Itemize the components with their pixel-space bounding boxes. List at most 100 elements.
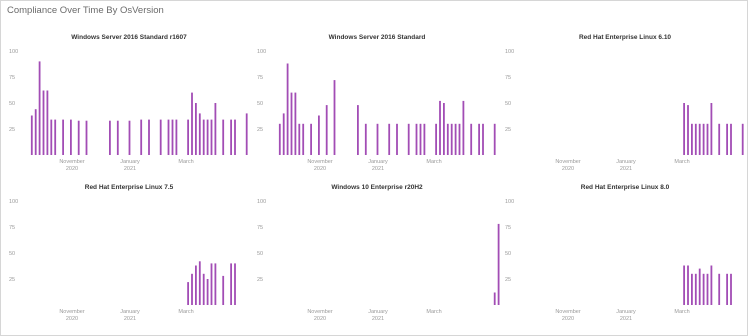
- chart-title: Red Hat Enterprise Linux 8.0: [581, 184, 670, 191]
- bar: [683, 103, 685, 155]
- bar: [109, 120, 111, 155]
- bar: [318, 115, 320, 155]
- bar: [195, 103, 197, 155]
- bar: [493, 123, 496, 155]
- bar: [718, 273, 721, 305]
- bar: [443, 103, 445, 155]
- bar: [234, 263, 236, 305]
- x-tick-label: January: [616, 159, 636, 165]
- y-tick-label: 75: [9, 225, 15, 231]
- chart-2: Red Hat Enterprise Linux 6.10 100 75 50 25 No…: [501, 27, 748, 179]
- bar: [198, 261, 201, 305]
- x-tick-label-year: 2020: [66, 316, 78, 322]
- y-tick-label: 50: [505, 101, 511, 107]
- y-tick-label: 50: [9, 101, 15, 107]
- x-tick-label: January: [616, 309, 636, 315]
- chart-title: Red Hat Enterprise Linux 7.5: [85, 184, 174, 191]
- bar: [50, 119, 53, 155]
- x-tick-label: March: [426, 159, 441, 165]
- x-tick-label-year: 2021: [124, 316, 136, 322]
- x-tick-label: January: [368, 309, 388, 315]
- chart-title: Windows Server 2016 Standard r1607: [71, 34, 187, 41]
- bar: [286, 63, 289, 155]
- bar: [85, 120, 88, 155]
- bar: [298, 123, 301, 155]
- bar: [454, 123, 457, 155]
- bar: [46, 90, 49, 155]
- bar: [446, 123, 449, 155]
- bar: [116, 120, 119, 155]
- y-tick-label: 50: [257, 101, 263, 107]
- x-tick-label: November: [555, 159, 581, 165]
- bar: [683, 265, 685, 305]
- bar: [234, 119, 236, 155]
- bar: [423, 123, 426, 155]
- bar: [730, 273, 732, 305]
- bar: [333, 80, 336, 155]
- bar: [741, 123, 744, 155]
- x-tick-label: November: [59, 159, 85, 165]
- bar: [462, 100, 465, 155]
- bar: [415, 123, 418, 155]
- bar: [470, 123, 473, 155]
- bar: [710, 103, 713, 155]
- bar: [450, 123, 453, 155]
- y-tick-label: 75: [505, 225, 511, 231]
- x-tick-label-year: 2021: [124, 166, 136, 172]
- bar: [210, 119, 213, 155]
- y-tick-label: 75: [257, 225, 263, 231]
- x-tick-label: January: [368, 159, 388, 165]
- chart-3-svg: Red Hat Enterprise Linux 7.5 100 75 50 25 Nov…: [9, 184, 236, 322]
- bar: [698, 123, 701, 155]
- bar: [497, 223, 500, 305]
- bar: [195, 265, 197, 305]
- y-tick-label: 50: [257, 251, 263, 257]
- chart-2-svg: Red Hat Enterprise Linux 6.10 100 75 50 25 No…: [505, 34, 744, 172]
- y-tick-label: 50: [9, 251, 15, 257]
- bar: [325, 105, 328, 155]
- x-tick-label-year: 2020: [314, 316, 326, 322]
- bar: [148, 119, 150, 155]
- bar: [202, 119, 205, 155]
- x-tick-label: November: [307, 159, 333, 165]
- bar: [730, 123, 732, 155]
- bar: [396, 123, 398, 155]
- bar: [278, 123, 281, 155]
- panel-title: Compliance Over Time By OsVersion: [7, 5, 164, 16]
- bar: [698, 268, 701, 305]
- x-tick-label: March: [178, 309, 193, 315]
- bar: [167, 119, 170, 155]
- x-tick-label-year: 2020: [562, 316, 574, 322]
- bar: [34, 109, 37, 155]
- bar: [30, 115, 33, 155]
- bar: [230, 263, 232, 305]
- x-tick-label-year: 2020: [66, 166, 78, 172]
- x-tick-label: January: [120, 159, 140, 165]
- bar: [198, 113, 201, 155]
- bar: [726, 273, 728, 305]
- bar: [54, 119, 57, 155]
- y-tick-label: 100: [9, 49, 18, 55]
- y-tick-label: 75: [505, 75, 511, 81]
- chart-5: Red Hat Enterprise Linux 8.0 100 75 50 25 Nov…: [501, 177, 748, 329]
- x-tick-label: November: [59, 309, 85, 315]
- bar: [710, 265, 713, 305]
- chart-1-svg: Windows Server 2016 Standard 100 75 50 25 Nov…: [257, 34, 496, 172]
- bar: [159, 119, 162, 155]
- bar: [687, 265, 689, 305]
- y-tick-label: 25: [505, 277, 511, 283]
- chart-1: Windows Server 2016 Standard 100 75 50 25 Nov…: [253, 27, 501, 179]
- chart-5-svg: Red Hat Enterprise Linux 8.0 100 75 50 25 Nov…: [505, 184, 732, 322]
- chart-title: Windows 10 Enterprise r20H2: [331, 184, 423, 191]
- y-tick-label: 100: [257, 49, 266, 55]
- bar: [694, 123, 697, 155]
- chart-0-svg: Windows Server 2016 Standard r1607 100 75 5…: [9, 34, 248, 172]
- y-tick-label: 50: [505, 251, 511, 257]
- bar: [171, 119, 174, 155]
- bar: [210, 263, 213, 305]
- bar: [702, 123, 705, 155]
- y-tick-label: 25: [505, 127, 511, 133]
- x-tick-label-year: 2021: [620, 166, 632, 172]
- bar: [62, 119, 64, 155]
